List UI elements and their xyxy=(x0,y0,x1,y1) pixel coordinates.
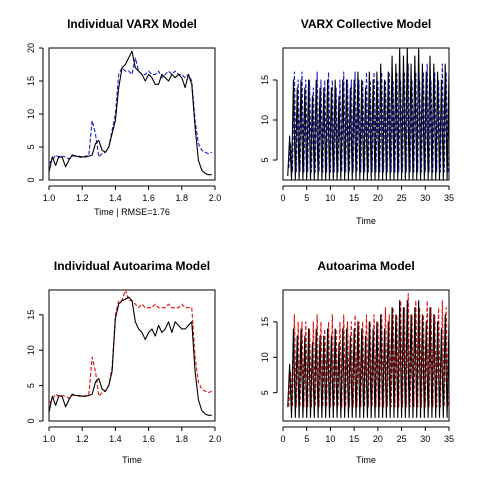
x-tick-label: 0 xyxy=(280,434,285,444)
x-tick-label: 20 xyxy=(373,434,383,444)
chart-panel-1: Individual VARX Model Time | RMSE=1.76 1.0… xyxy=(26,17,221,217)
predicted-series-line xyxy=(49,290,212,404)
y-tick-label: 15 xyxy=(260,317,270,327)
x-axis-label: Time xyxy=(356,216,376,226)
chart-panel-2: VARX Collective Model Time 0 5 10 15 20 25 30 35 5… xyxy=(260,17,454,226)
x-tick-label: 1.4 xyxy=(109,193,122,203)
x-tick-label: 35 xyxy=(444,193,454,203)
y-tick-label: 20 xyxy=(26,43,36,53)
observed-series-line xyxy=(287,48,449,180)
x-tick-label: 1.6 xyxy=(142,434,155,444)
x-tick-label: 25 xyxy=(397,193,407,203)
plot-frame xyxy=(48,47,216,181)
x-axis-label: Time | RMSE=1.76 xyxy=(94,207,170,217)
x-tick-label: 1.4 xyxy=(109,434,122,444)
x-tick-label: 10 xyxy=(325,434,335,444)
y-tick-label: 0 xyxy=(26,418,36,423)
plot-frame xyxy=(282,289,450,422)
x-tick-label: 5 xyxy=(304,434,309,444)
y-tick-label: 15 xyxy=(26,310,36,320)
observed-series-line xyxy=(49,296,212,416)
y-tick-label: 15 xyxy=(260,75,270,85)
x-tick-label: 5 xyxy=(304,193,309,203)
x-tick-label: 25 xyxy=(397,434,407,444)
x-tick-label: 10 xyxy=(325,193,335,203)
y-tick-label: 10 xyxy=(260,352,270,362)
predicted-series-line xyxy=(288,292,449,408)
x-tick-label: 1.2 xyxy=(76,193,89,203)
x-tick-label: 2.0 xyxy=(209,193,222,203)
y-tick-label: 10 xyxy=(26,345,36,355)
x-tick-label: 0 xyxy=(280,193,285,203)
x-tick-label: 1.0 xyxy=(43,434,56,444)
plot-frame xyxy=(48,289,216,422)
chart-title: Autoarima Model xyxy=(317,259,414,273)
chart-title: VARX Collective Model xyxy=(301,17,431,31)
y-tick-label: 5 xyxy=(26,144,36,149)
observed-series-line xyxy=(49,50,212,176)
y-tick-label: 5 xyxy=(260,390,270,395)
x-tick-label: 1.8 xyxy=(176,193,189,203)
y-tick-label: 10 xyxy=(260,115,270,125)
predicted-series-line xyxy=(288,63,449,173)
x-tick-label: 1.2 xyxy=(76,434,89,444)
x-tick-label: 15 xyxy=(349,193,359,203)
x-tick-label: 1.8 xyxy=(176,434,189,444)
y-tick-label: 15 xyxy=(26,76,36,86)
x-tick-label: 15 xyxy=(349,434,359,444)
predicted-series-line xyxy=(49,57,212,164)
x-axis-label: Time xyxy=(356,455,376,465)
x-tick-label: 30 xyxy=(420,193,430,203)
chart-title: Individual Autoarima Model xyxy=(54,259,210,273)
x-axis-label: Time xyxy=(122,455,142,465)
x-tick-label: 2.0 xyxy=(209,434,222,444)
y-tick-label: 5 xyxy=(260,157,270,162)
observed-series-line xyxy=(287,300,449,419)
x-tick-label: 30 xyxy=(420,434,430,444)
y-tick-label: 10 xyxy=(26,109,36,119)
y-tick-label: 0 xyxy=(26,177,36,182)
chart-panel-4: Autoarima Model Time 0 5 10 15 20 25 30 35 5 10 15 xyxy=(260,259,454,465)
x-tick-label: 35 xyxy=(444,434,454,444)
chart-title: Individual VARX Model xyxy=(67,17,197,31)
x-tick-label: 1.0 xyxy=(43,193,56,203)
y-tick-label: 5 xyxy=(26,383,36,388)
x-tick-label: 1.6 xyxy=(142,193,155,203)
chart-panel-3: Individual Autoarima Model Time 1.0 1.2 1.4 1… xyxy=(26,259,221,465)
plot-frame xyxy=(282,47,450,181)
x-tick-label: 20 xyxy=(373,193,383,203)
